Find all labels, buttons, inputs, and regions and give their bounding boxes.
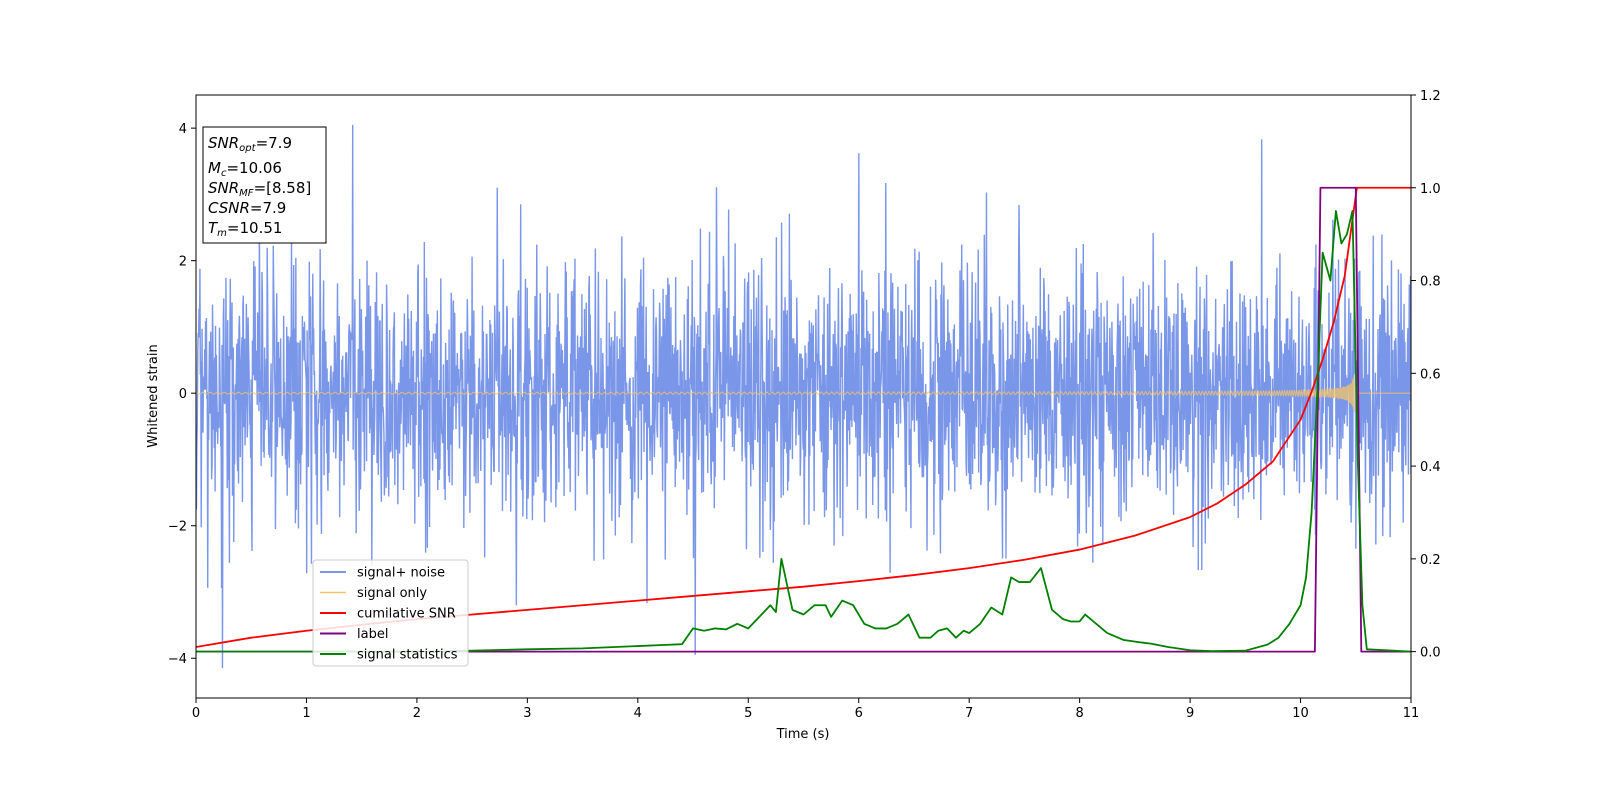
info-line: Tm=10.51 bbox=[208, 219, 282, 239]
y-tick-label: 4 bbox=[179, 122, 187, 137]
x-tick-label: 1 bbox=[302, 706, 310, 721]
x-axis-label: Time (s) bbox=[776, 727, 830, 742]
y2-tick-label: 0.4 bbox=[1420, 460, 1441, 475]
x-tick-label: 4 bbox=[634, 706, 642, 721]
legend-label: signal only bbox=[357, 586, 427, 601]
legend-item: signal+ noise bbox=[320, 566, 445, 581]
series-signal-statistics-line bbox=[196, 210, 1411, 653]
y2-tick-label: 1.2 bbox=[1420, 89, 1441, 104]
y2-tick-label: 1.0 bbox=[1420, 182, 1441, 197]
x-tick-label: 7 bbox=[965, 706, 973, 721]
info-line: CSNR=7.9 bbox=[208, 199, 286, 217]
info-line: Mc=10.06 bbox=[208, 159, 282, 179]
x-tick-label: 6 bbox=[855, 706, 863, 721]
series-label-line bbox=[196, 186, 1411, 653]
y-tick-label: 0 bbox=[179, 387, 187, 402]
legend-item: cumilative SNR bbox=[320, 607, 456, 622]
legend-item: signal only bbox=[320, 586, 427, 601]
x-tick-label: 10 bbox=[1292, 706, 1309, 721]
axis-ticks: 0 1 2 3 4 5 6 7 8 9 10 11 −4 −2 0 2 4 0.0 0.2 0.4 0.6 0.8 1.0 1… bbox=[168, 89, 1441, 721]
x-tick-label: 9 bbox=[1186, 706, 1194, 721]
y2-tick-label: 0.2 bbox=[1420, 553, 1441, 568]
y-tick-label: −2 bbox=[168, 520, 187, 535]
legend: signal+ noise signal only cumilative SNR la… bbox=[312, 559, 469, 667]
info-line: SNRopt=7.9 bbox=[208, 134, 292, 154]
x-tick-label: 3 bbox=[523, 706, 531, 721]
legend-item: label bbox=[320, 627, 388, 642]
legend-label: signal+ noise bbox=[357, 566, 445, 581]
axes-frame bbox=[195, 94, 1412, 699]
y2-tick-label: 0.8 bbox=[1420, 275, 1441, 290]
y2-tick-label: 0.0 bbox=[1420, 646, 1441, 661]
x-tick-label: 11 bbox=[1403, 706, 1420, 721]
y-tick-label: 2 bbox=[179, 255, 187, 270]
series-signal-only-line bbox=[196, 374, 1411, 413]
info-box-frame bbox=[202, 126, 327, 244]
legend-items: signal+ noise signal only cumilative SNR la… bbox=[320, 566, 458, 663]
x-tick-label: 2 bbox=[413, 706, 421, 721]
x-tick-label: 5 bbox=[744, 706, 752, 721]
x-tick-label: 0 bbox=[192, 706, 200, 721]
y-tick-label: −4 bbox=[168, 652, 187, 667]
y-axis-label: Whitened strain bbox=[146, 344, 161, 447]
legend-label: signal statistics bbox=[357, 648, 458, 663]
series-signal-noise-line bbox=[196, 124, 1411, 669]
legend-frame bbox=[312, 559, 469, 667]
info-line: SNRMF=[8.58] bbox=[208, 179, 311, 199]
x-tick-label: 8 bbox=[1075, 706, 1083, 721]
legend-label: label bbox=[357, 627, 388, 642]
y2-tick-label: 0.6 bbox=[1420, 367, 1441, 382]
legend-label: cumilative SNR bbox=[357, 607, 456, 622]
legend-item: signal statistics bbox=[320, 648, 458, 663]
